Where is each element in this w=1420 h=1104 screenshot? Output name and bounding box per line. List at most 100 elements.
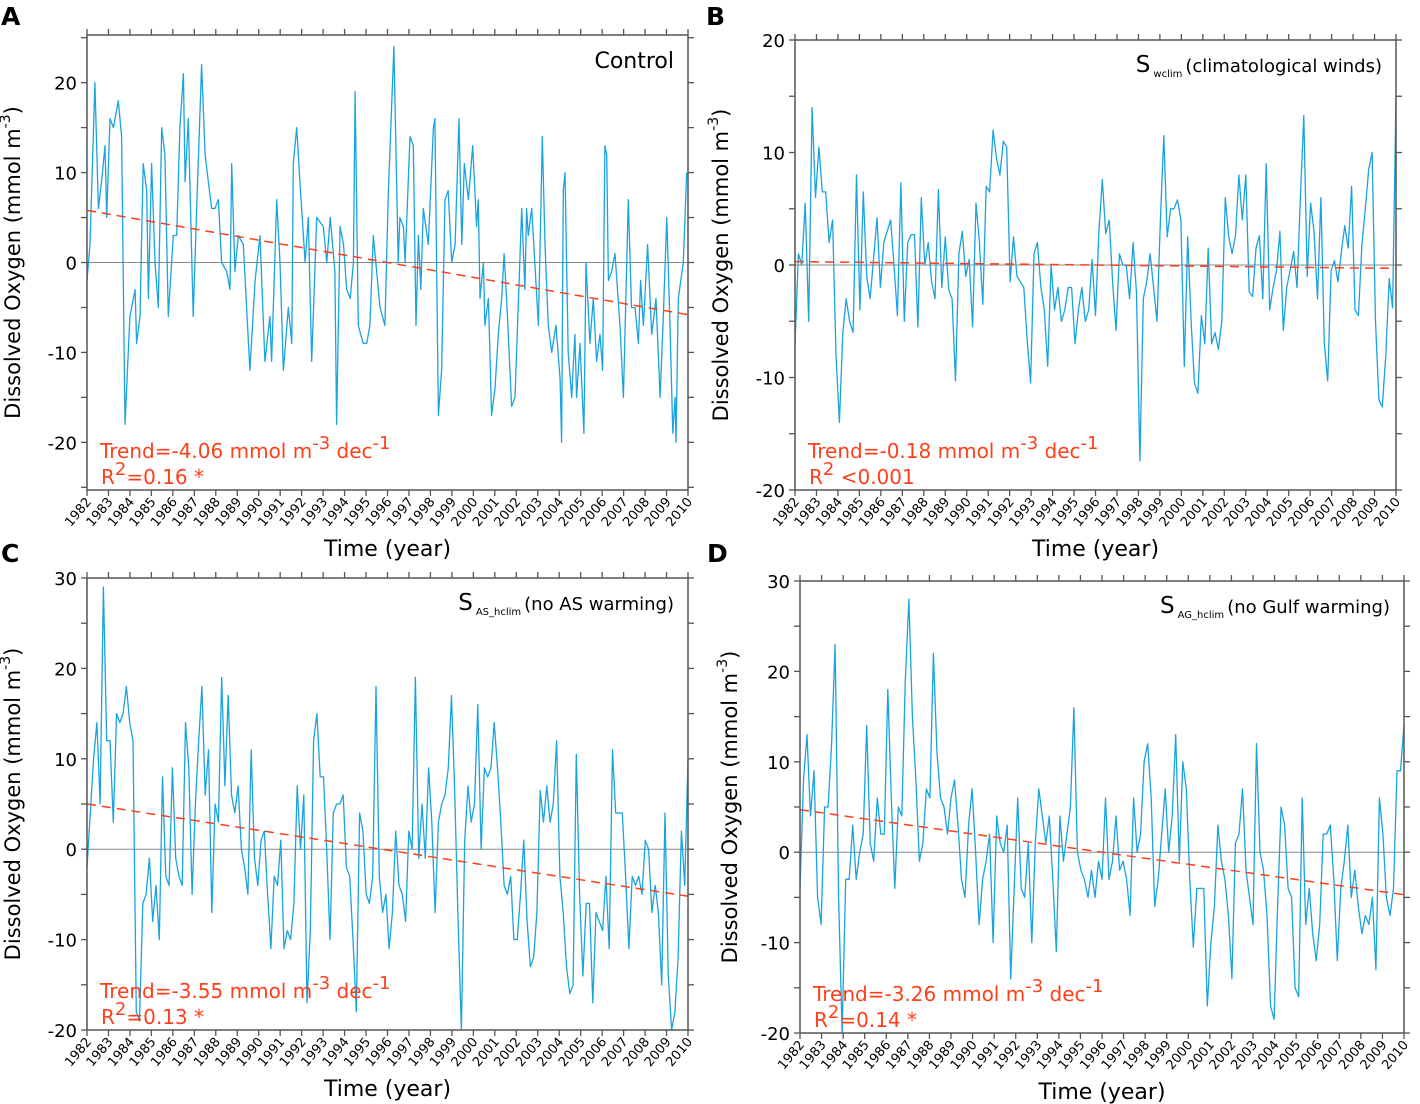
y-tick-label: 0 — [66, 840, 77, 861]
series-line — [799, 598, 1405, 1034]
y-axis-title: Dissolved Oxygen (mmol m-3) — [715, 651, 742, 964]
trend-line — [86, 803, 689, 897]
trend-mid: dec — [330, 439, 372, 463]
r-sup: 2 — [828, 1002, 839, 1023]
r-text: R — [101, 1005, 115, 1029]
panel-title-main: Control — [594, 49, 674, 74]
y-tick-label: 10 — [54, 750, 77, 771]
y-tick-label: -10 — [48, 931, 77, 952]
y-axis-title-main: Dissolved Oxygen (mmol m — [718, 673, 742, 963]
y-axis-title-main: Dissolved Oxygen (mmol m — [1, 128, 25, 418]
y-axis-title-sup: -3 — [715, 659, 731, 673]
y-axis-title-sup: -3 — [706, 117, 722, 131]
r-squared-annotation: R2=0.14 * — [814, 1002, 917, 1032]
y-tick-label: 0 — [774, 256, 785, 277]
panel-title-sub: AG_hclim — [1178, 610, 1225, 621]
r-sup: 2 — [115, 999, 126, 1020]
y-tick-label: -20 — [761, 1024, 790, 1045]
r-rest: <0.001 — [834, 465, 914, 489]
panel-b: B-20-10010201982198319841985198619871988… — [706, 2, 1404, 562]
y-tick-label: 10 — [767, 753, 790, 774]
trend-line — [794, 260, 1397, 270]
y-axis-title-end: ) — [1, 648, 25, 656]
panel-d: D-20-10010203019821983198419851986198719… — [707, 539, 1412, 1104]
y-axis-title-end: ) — [718, 651, 742, 659]
y-axis-title-sup: -3 — [0, 656, 14, 670]
y-tick-label: -10 — [48, 343, 77, 364]
panel-letter: A — [1, 2, 21, 31]
trend-text: Trend=-4.06 mmol m — [99, 439, 312, 463]
r-sup: 2 — [115, 459, 126, 480]
x-axis-title: Time (year) — [323, 537, 451, 562]
trend-sup: -3 — [312, 973, 330, 994]
x-axis-title: Time (year) — [1037, 1080, 1165, 1104]
r-text: R — [809, 465, 823, 489]
series-line — [794, 96, 1397, 462]
y-axis-title-sup: -3 — [0, 114, 14, 128]
trend-line — [86, 209, 689, 316]
trend-mid: dec — [330, 979, 372, 1003]
y-tick-label: -20 — [48, 433, 77, 454]
y-tick-label: 10 — [54, 164, 77, 185]
r-sup: 2 — [823, 459, 834, 480]
trend-sup: -3 — [1025, 976, 1043, 997]
y-tick-label: 30 — [767, 572, 790, 593]
trend-annotation: Trend=-4.06 mmol m-3 dec-1 — [99, 433, 390, 463]
trend-annotation: Trend=-3.55 mmol m-3 dec-1 — [99, 973, 390, 1003]
y-axis-title-main: Dissolved Oxygen (mmol m — [709, 131, 733, 421]
y-axis-title: Dissolved Oxygen (mmol m-3) — [0, 106, 25, 419]
x-axis-title: Time (year) — [1031, 537, 1159, 562]
y-tick-label: -10 — [756, 369, 785, 390]
panel-title-rest: (climatological winds) — [1185, 56, 1382, 77]
y-axis-title-main: Dissolved Oxygen (mmol m — [1, 670, 25, 960]
r-squared-annotation: R2=0.13 * — [101, 999, 204, 1029]
y-tick-label: 20 — [54, 659, 77, 680]
y-tick-label: -20 — [48, 1021, 77, 1042]
panel-a: A-20-10010201982198319841985198619871988… — [0, 2, 696, 562]
trend-sup: -1 — [1081, 433, 1099, 454]
trend-mid: dec — [1038, 439, 1080, 463]
panel-title-sub: AS_hclim — [476, 607, 521, 618]
trend-line — [799, 808, 1405, 896]
trend-annotation: Trend=-3.26 mmol m-3 dec-1 — [812, 976, 1103, 1006]
r-squared-annotation: R2=0.16 * — [101, 459, 204, 489]
trend-text: Trend=-3.26 mmol m — [812, 982, 1025, 1006]
r-rest: =0.14 * — [839, 1008, 917, 1032]
panel-title: Control — [594, 49, 674, 74]
y-tick-label: 0 — [779, 843, 790, 864]
trend-mid: dec — [1043, 982, 1085, 1006]
trend-sup: -3 — [312, 433, 330, 454]
r-rest: =0.13 * — [126, 1005, 204, 1029]
trend-sup: -1 — [373, 973, 391, 994]
panel-c: C-20-10010203019821983198419851986198719… — [0, 539, 696, 1102]
panel-title: S AS_hclim (no AS warming) — [458, 590, 674, 618]
trend-text: Trend=-3.55 mmol m — [99, 979, 312, 1003]
x-axis-title: Time (year) — [323, 1077, 451, 1102]
trend-sup: -1 — [373, 433, 391, 454]
panel-letter: D — [707, 539, 728, 568]
trend-sup: -3 — [1020, 433, 1038, 454]
r-text: R — [101, 465, 115, 489]
y-tick-label: -20 — [756, 481, 785, 502]
panel-title-main: S — [1136, 52, 1151, 78]
plot-frame — [799, 580, 1405, 1034]
y-axis-title: Dissolved Oxygen (mmol m-3) — [706, 109, 733, 422]
panel-letter: C — [1, 539, 19, 568]
panel-title-rest: (no Gulf warming) — [1227, 597, 1390, 618]
panel-title: S AG_hclim (no Gulf warming) — [1160, 593, 1390, 621]
y-tick-label: -10 — [761, 934, 790, 955]
plot-frame — [86, 577, 689, 1031]
panel-letter: B — [706, 2, 725, 31]
panel-title-main: S — [458, 590, 473, 616]
r-squared-annotation: R2 <0.001 — [809, 459, 915, 489]
y-tick-label: 10 — [762, 144, 785, 165]
panel-title-sub: wclim — [1153, 69, 1182, 80]
r-rest: =0.16 * — [126, 465, 204, 489]
trend-sup: -1 — [1086, 976, 1104, 997]
y-tick-label: 0 — [66, 254, 77, 275]
y-axis-title-end: ) — [709, 109, 733, 117]
y-tick-label: 30 — [54, 569, 77, 590]
y-tick-label: 20 — [54, 74, 77, 95]
